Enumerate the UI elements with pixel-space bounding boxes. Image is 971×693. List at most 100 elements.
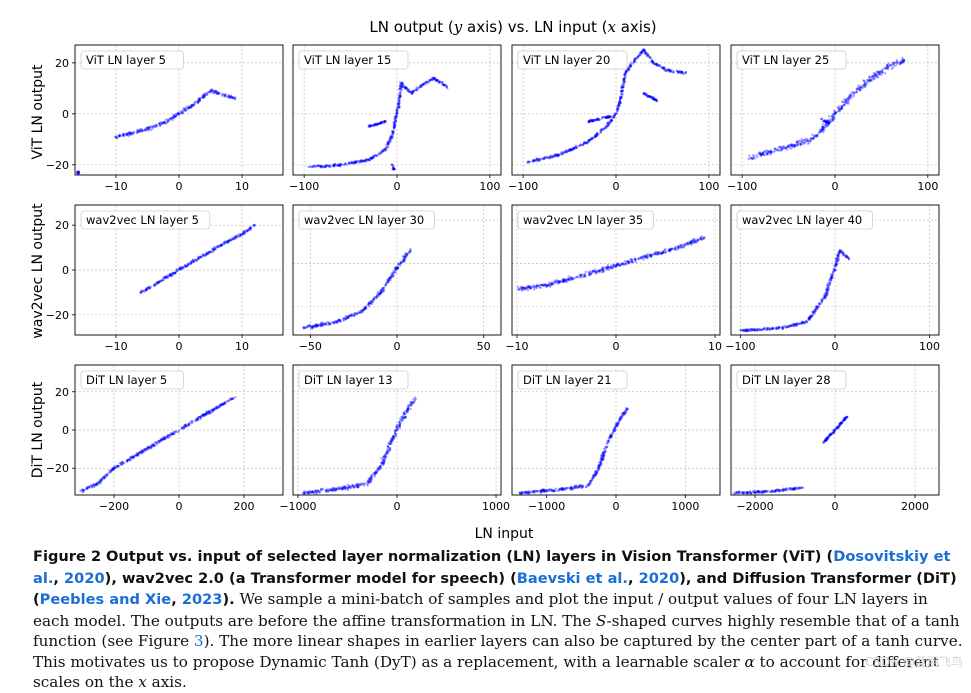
scatter-point [371, 156, 374, 160]
scatter-point [422, 82, 426, 86]
scatter-point [171, 116, 174, 119]
scatter-point [362, 482, 365, 485]
scatter-point [748, 490, 752, 493]
scatter-point [415, 86, 418, 89]
scatter-point [336, 164, 339, 167]
scatter-point [642, 93, 645, 96]
scatter-point [353, 161, 356, 164]
y-tick-label: 0 [62, 108, 69, 121]
scatter-point [193, 101, 196, 105]
scatter-point [405, 86, 408, 89]
scatter-point [177, 113, 180, 116]
scatter-point [399, 91, 402, 95]
scatter-point [191, 420, 194, 424]
x-tick-label: −200 [99, 500, 129, 513]
scatter-point [365, 160, 368, 163]
citation-year-link[interactable]: 2020 [64, 569, 105, 587]
scatter-point [312, 165, 315, 169]
scatter-point [356, 159, 360, 163]
scatter-point [131, 456, 135, 460]
scatter-point [212, 91, 215, 94]
scatter-point [437, 79, 440, 83]
scatter-point [333, 165, 336, 168]
scatter-point [857, 84, 860, 87]
scatter-point [142, 448, 145, 451]
scatter-point [102, 475, 106, 478]
scatter-point [319, 164, 322, 168]
scatter-point [215, 90, 218, 93]
scatter-point [433, 77, 436, 80]
scatter-point [797, 139, 801, 142]
scatter-point [432, 77, 436, 80]
scatter-point [369, 124, 372, 127]
scatter-point [756, 155, 759, 159]
scatter-point [744, 328, 747, 332]
scatter-point [344, 162, 347, 165]
scatter-point [661, 251, 664, 255]
scatter-point [325, 489, 329, 492]
citation-year-link[interactable]: 2023 [181, 591, 223, 608]
citation-link[interactable]: Baevski et al. [516, 569, 628, 587]
scatter-point [389, 136, 392, 139]
scatter-point [168, 119, 171, 122]
scatter-point [393, 126, 396, 129]
scatter-point [398, 87, 402, 90]
scatter-point [409, 91, 412, 94]
scatter-point [412, 90, 415, 93]
subplot-title: ViT LN layer 5 [86, 53, 166, 67]
scatter-point [336, 164, 339, 167]
scatter-point [411, 92, 414, 95]
scatter-point [597, 466, 601, 470]
scatter-point [370, 157, 373, 161]
y-tick-label: 0 [62, 424, 69, 437]
citation-link[interactable]: Peebles and Xie [39, 591, 172, 608]
scatter-point [375, 123, 378, 126]
scatter-point [360, 159, 364, 163]
scatter-point [836, 253, 839, 257]
x-tick-label: 200 [234, 500, 255, 513]
scatter-point [376, 122, 379, 125]
scatter-point [353, 160, 356, 163]
scatter-point [125, 133, 128, 136]
scatter-point [349, 161, 352, 165]
scatter-point [801, 486, 805, 489]
scatter-point [322, 165, 325, 168]
scatter-point [624, 70, 628, 73]
scatter-point [169, 118, 173, 121]
scatter-point [404, 86, 407, 89]
scatter-point [198, 99, 202, 102]
scatter-point [129, 131, 133, 135]
scatter-point [628, 65, 632, 68]
x-tick-label: −100 [508, 180, 538, 193]
scatter-point [164, 118, 167, 121]
scatter-point [184, 109, 187, 112]
scatter-point [428, 79, 431, 82]
scatter-point [410, 91, 413, 94]
subplot-title: ViT LN layer 25 [742, 53, 829, 67]
scatter-point [166, 120, 169, 124]
scatter-point [378, 151, 381, 154]
scatter-point [367, 158, 370, 161]
scatter-point [187, 106, 190, 109]
scatter-point [342, 163, 346, 166]
scatter-point [611, 432, 615, 435]
figure-ref-link[interactable]: 3 [193, 632, 204, 650]
scatter-point [599, 131, 602, 134]
scatter-point [623, 79, 626, 82]
scatter-point [183, 265, 186, 269]
scatter-point [206, 91, 209, 94]
scatter-point [390, 135, 394, 139]
citation-year-link[interactable]: 2020 [638, 569, 680, 587]
scatter-point [367, 125, 370, 128]
scatter-point [778, 145, 781, 149]
scatter-point [146, 126, 150, 130]
scatter-point [332, 321, 335, 324]
scatter-point [517, 288, 520, 291]
scatter-point [398, 106, 401, 109]
scatter-point [372, 156, 376, 159]
scatter-point [519, 491, 522, 494]
scatter-point [387, 142, 390, 145]
scatter-point [434, 78, 437, 81]
scatter-point [352, 485, 355, 488]
scatter-point [393, 124, 396, 127]
